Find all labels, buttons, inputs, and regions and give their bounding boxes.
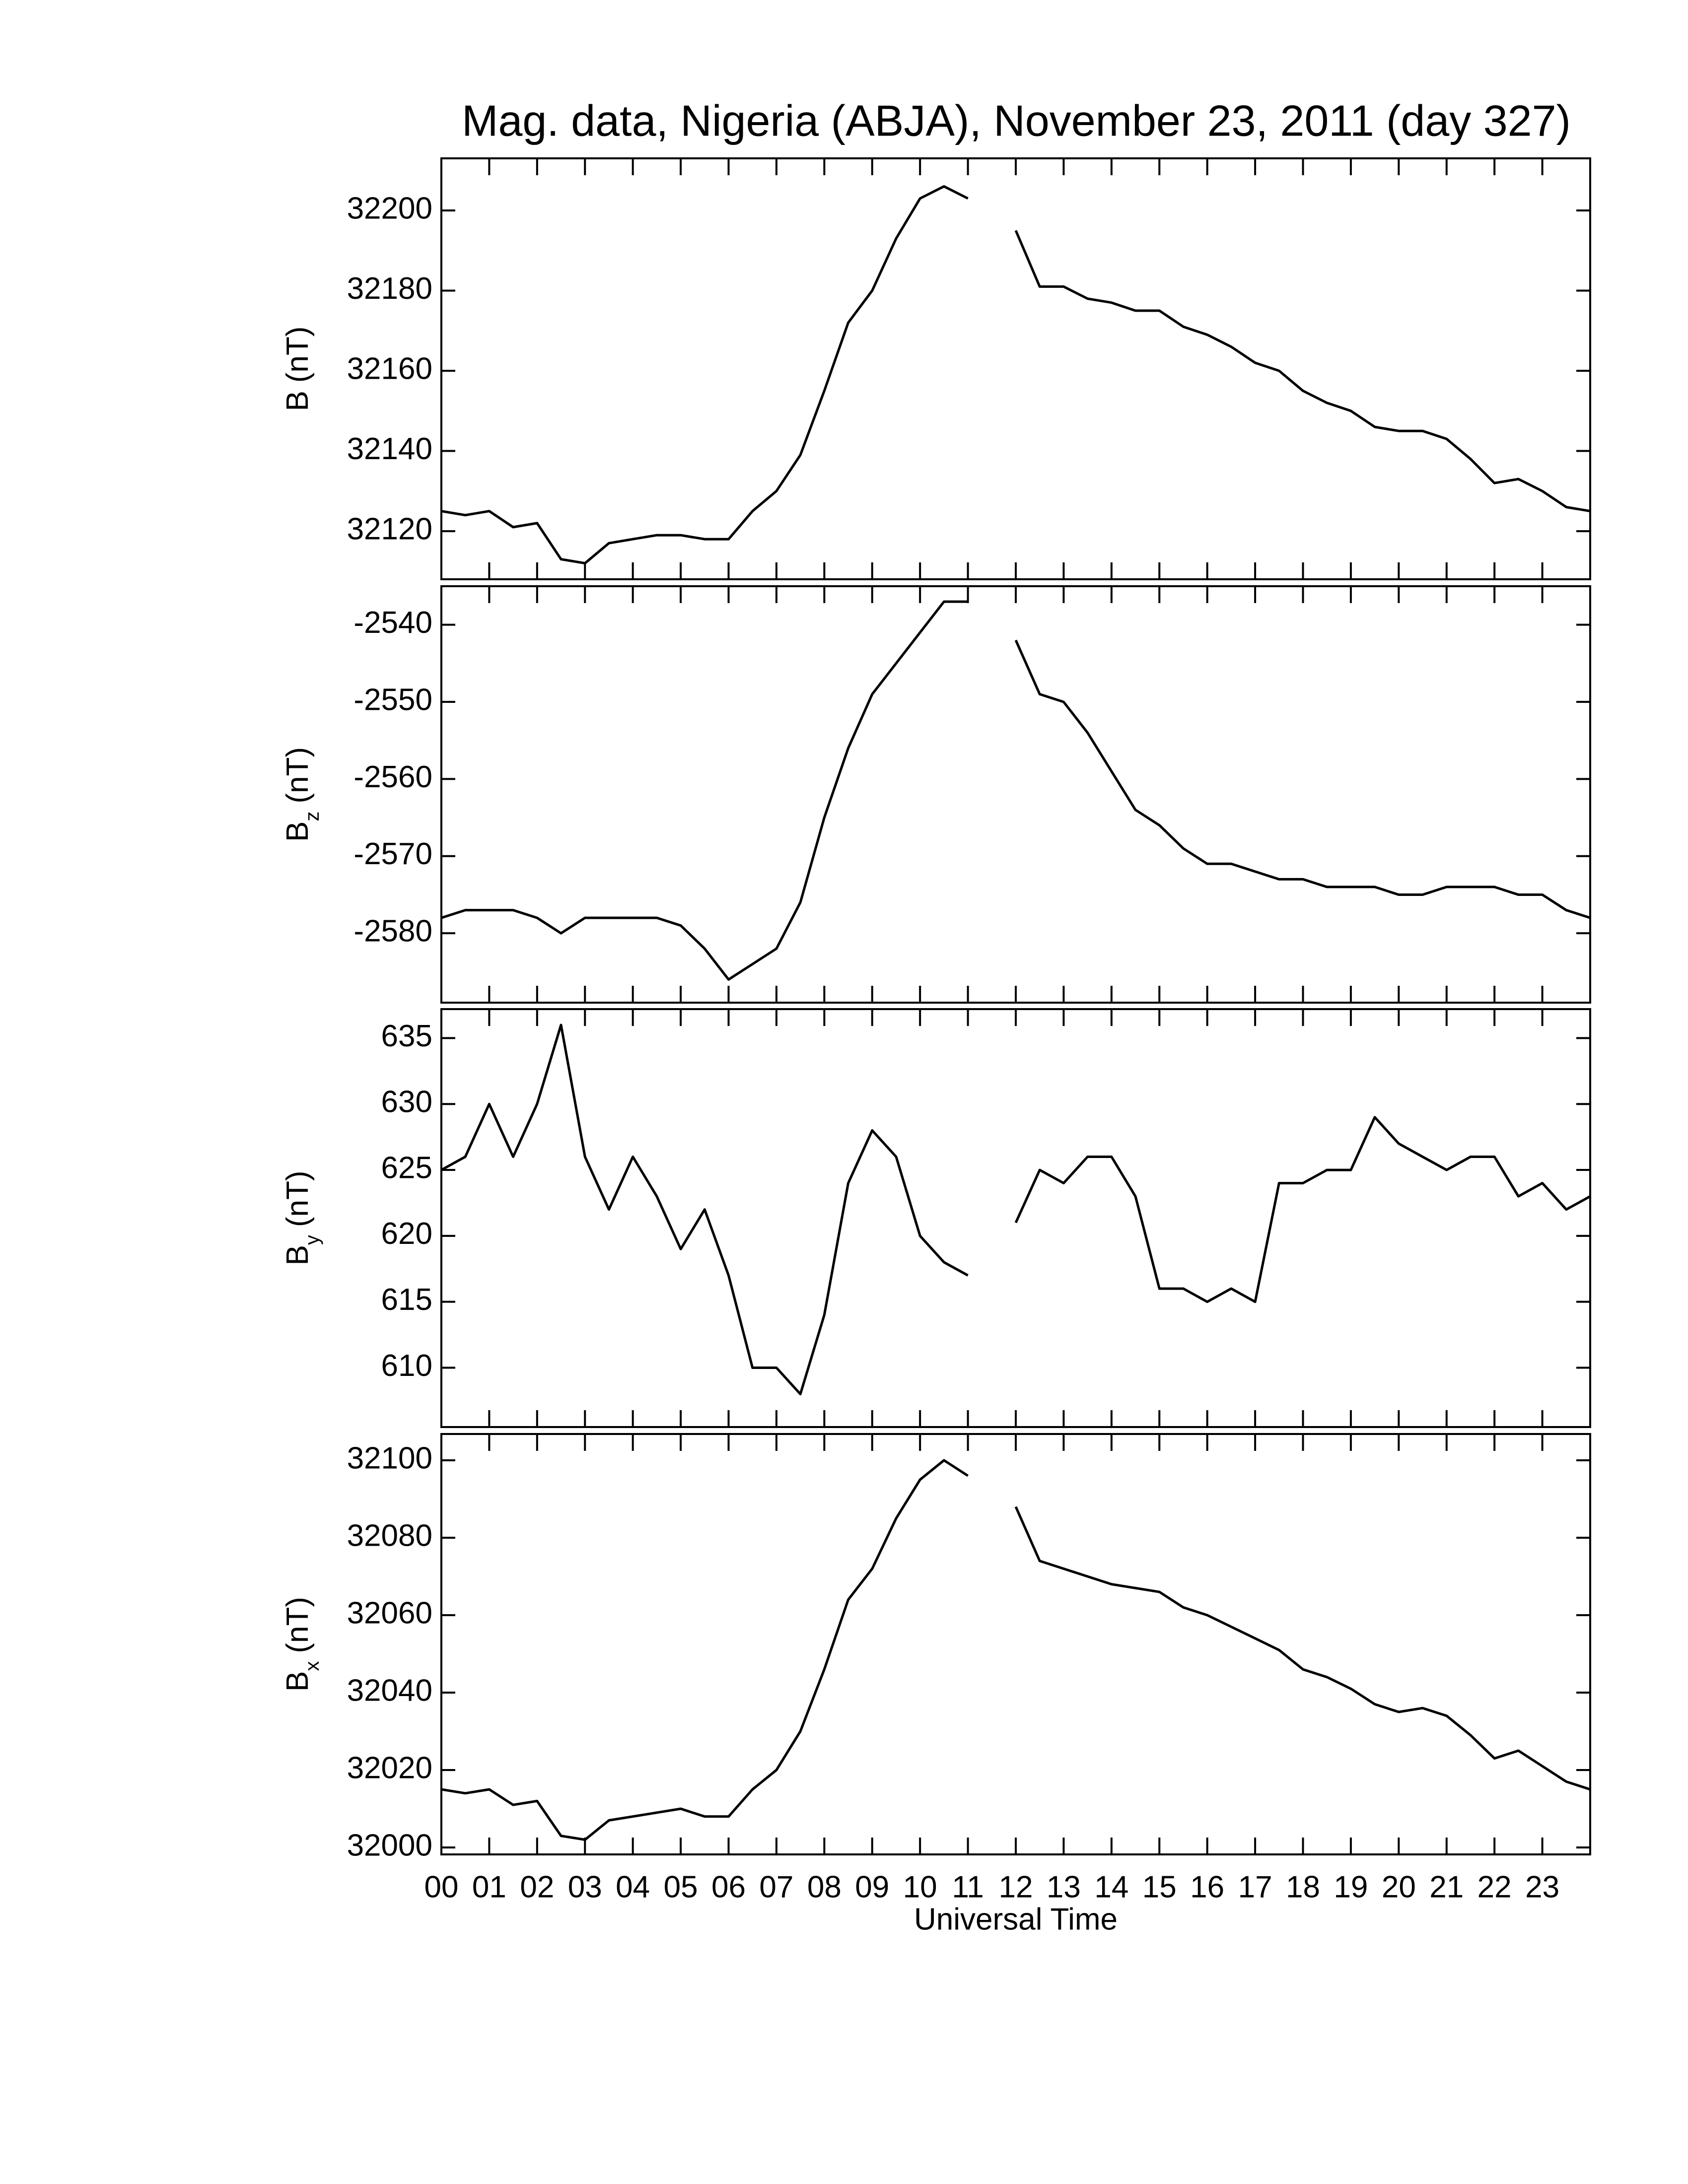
y-label-subscript: x [301, 1661, 323, 1671]
y-tick-label: 635 [381, 1019, 432, 1053]
data-line [441, 600, 1591, 981]
x-tick-label: 22 [1477, 1870, 1512, 1904]
x-axis-label: Universal Time [914, 1902, 1118, 1936]
y-tick-label: 32020 [347, 1751, 432, 1785]
x-tick-label: 16 [1190, 1870, 1224, 1904]
x-tick-label: 21 [1429, 1870, 1464, 1904]
y-tick-label: 620 [381, 1217, 432, 1251]
x-tick-label: 15 [1142, 1870, 1177, 1904]
x-tick-label: 10 [903, 1870, 937, 1904]
x-tick-label: 05 [664, 1870, 698, 1904]
y-label-symbol: B [281, 821, 315, 842]
y-tick-label: 32000 [347, 1828, 432, 1862]
y-tick-label: 32160 [347, 351, 432, 386]
y-tick-label: 32140 [347, 432, 432, 466]
y-axis-label: Bx (nT) [281, 1597, 323, 1692]
y-axis-label: Bz (nT) [281, 747, 323, 842]
x-tick-label: 23 [1525, 1870, 1559, 1904]
x-tick-label: 06 [711, 1870, 746, 1904]
x-tick-label: 12 [999, 1870, 1033, 1904]
x-tick-label: 19 [1334, 1870, 1368, 1904]
x-tick-label: 18 [1286, 1870, 1320, 1904]
x-tick-label: 00 [424, 1870, 459, 1904]
y-tick-label: 630 [381, 1085, 432, 1119]
y-label-unit: (nT) [281, 1597, 315, 1653]
y-tick-label: -2580 [353, 914, 432, 949]
y-tick-label: 610 [381, 1349, 432, 1383]
y-tick-label: 32100 [347, 1441, 432, 1475]
x-tick-label: 13 [1047, 1870, 1081, 1904]
y-tick-label: -2550 [353, 682, 432, 717]
y-tick-label: 615 [381, 1283, 432, 1317]
y-label-subscript: y [301, 1235, 323, 1245]
x-tick-label: 09 [855, 1870, 889, 1904]
y-tick-label: 32200 [347, 191, 432, 225]
y-tick-label: -2540 [353, 606, 432, 640]
y-label-symbol: B [281, 1245, 315, 1265]
y-label-unit: (nT) [281, 326, 315, 383]
y-tick-label: 32060 [347, 1596, 432, 1630]
x-tick-label: 17 [1238, 1870, 1272, 1904]
y-label-symbol: B [281, 391, 315, 411]
y-tick-label: -2570 [353, 837, 432, 871]
y-tick-label: 625 [381, 1151, 432, 1185]
x-tick-label: 03 [568, 1870, 602, 1904]
data-line [441, 1459, 1591, 1841]
y-label-subscript: z [301, 812, 323, 821]
y-label-symbol: B [281, 1671, 315, 1692]
x-tick-label: 04 [616, 1870, 650, 1904]
y-tick-label: -2560 [353, 760, 432, 794]
x-tick-label: 20 [1382, 1870, 1416, 1904]
y-tick-label: 32180 [347, 272, 432, 306]
x-tick-label: 08 [807, 1870, 842, 1904]
y-label-unit: (nT) [281, 1170, 315, 1227]
x-tick-label: 02 [520, 1870, 554, 1904]
y-axis-label: By (nT) [281, 1170, 323, 1265]
chart-title: Mag. data, Nigeria (ABJA), November 23, … [462, 96, 1571, 145]
y-tick-label: 32040 [347, 1673, 432, 1707]
x-tick-label: 11 [952, 1870, 984, 1904]
y-tick-label: 32120 [347, 512, 432, 546]
y-label-unit: (nT) [281, 747, 315, 804]
x-tick-label: 01 [472, 1870, 506, 1904]
x-tick-label: 14 [1094, 1870, 1128, 1904]
y-tick-label: 32080 [347, 1518, 432, 1553]
y-axis-label: B (nT) [281, 326, 315, 411]
x-tick-label: 07 [759, 1870, 793, 1904]
data-line [441, 185, 1591, 565]
data-line [440, 1024, 1591, 1396]
